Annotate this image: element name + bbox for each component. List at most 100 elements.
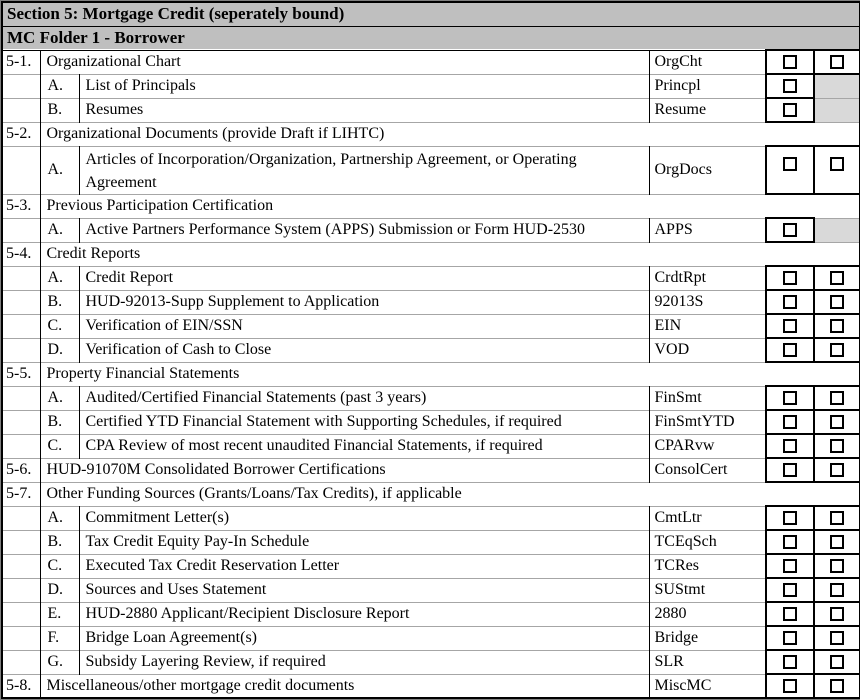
item-number-empty xyxy=(2,649,41,674)
checklist-row: C. Executed Tax Credit Reservation Letter… xyxy=(2,553,860,579)
item-number-empty xyxy=(2,73,41,98)
item-code: SLR xyxy=(649,649,767,674)
checkbox-cell xyxy=(765,529,815,555)
checkbox-cell-disabled xyxy=(814,217,860,242)
checkbox-cell xyxy=(812,457,860,483)
item-code: MiscMC xyxy=(649,673,767,698)
checkbox-cell xyxy=(812,265,860,291)
checkbox-cell xyxy=(812,649,860,675)
checkbox-column-2[interactable] xyxy=(830,511,845,526)
checkbox-column-1[interactable] xyxy=(783,223,797,238)
checklist-row: 5-3. Previous Participation Certification xyxy=(2,193,860,218)
item-letter: A. xyxy=(40,145,80,194)
item-number: 5-1. xyxy=(2,49,41,74)
checkbox-column-1[interactable] xyxy=(783,655,797,670)
checkbox-column-1[interactable] xyxy=(783,415,797,430)
checkbox-column-1[interactable] xyxy=(783,439,797,454)
item-number: 5-5. xyxy=(2,361,41,386)
checkbox-column-2[interactable] xyxy=(830,631,845,646)
item-number: 5-8. xyxy=(2,673,41,698)
item-description: Sources and Uses Statement xyxy=(79,577,650,602)
item-code: 2880 xyxy=(649,601,767,626)
item-code: TCRes xyxy=(649,553,767,578)
item-number: 5-2. xyxy=(2,121,41,146)
checkbox-column-1[interactable] xyxy=(783,295,797,310)
checkbox-column-1[interactable] xyxy=(783,679,797,694)
checkbox-column-2[interactable] xyxy=(830,559,845,574)
checklist-row: B. HUD-92013-Supp Supplement to Applicati… xyxy=(2,289,860,315)
checkbox-column-1[interactable] xyxy=(783,79,797,94)
header-band-row: Section 5: Mortgage Credit (seperately b… xyxy=(2,1,860,27)
checkbox-column-1[interactable] xyxy=(783,157,797,172)
checkbox-column-2[interactable] xyxy=(830,343,845,358)
checkbox-column-1[interactable] xyxy=(783,343,797,358)
checklist-row: B. Tax Credit Equity Pay-In Schedule TCEqS… xyxy=(2,529,860,555)
checkbox-column-2[interactable] xyxy=(830,319,845,334)
header-band-row: MC Folder 1 - Borrower xyxy=(2,25,860,51)
checkbox-column-2[interactable] xyxy=(830,415,845,430)
checkbox-column-2[interactable] xyxy=(830,655,845,670)
item-number-empty xyxy=(2,217,41,242)
checkbox-cell xyxy=(765,145,815,195)
item-code: CrdtRpt xyxy=(649,265,767,290)
checklist-row: A. List of Principals Princpl xyxy=(2,73,860,99)
item-number-empty xyxy=(2,553,41,578)
checklist-row: F. Bridge Loan Agreement(s) Bridge xyxy=(2,625,860,651)
item-description: Tax Credit Equity Pay-In Schedule xyxy=(79,529,650,554)
checklist-row: 5-7. Other Funding Sources (Grants/Loans/… xyxy=(2,481,860,506)
item-letter: B. xyxy=(40,97,80,122)
item-number-empty xyxy=(2,97,41,122)
checkbox-column-2[interactable] xyxy=(830,535,845,550)
item-description: Bridge Loan Agreement(s) xyxy=(79,625,650,650)
checkbox-column-1[interactable] xyxy=(783,391,797,406)
item-description: Organizational Chart xyxy=(40,49,650,74)
item-description: Active Partners Performance System (APPS… xyxy=(79,217,650,242)
item-description: Articles of Incorporation/Organization, … xyxy=(79,145,650,194)
checkbox-column-1[interactable] xyxy=(783,463,797,478)
checkbox-cell xyxy=(765,649,815,675)
checklist-row: 5-4. Credit Reports xyxy=(2,241,860,266)
checkbox-column-1[interactable] xyxy=(783,583,797,598)
checkbox-column-1[interactable] xyxy=(783,319,797,334)
checkbox-column-1[interactable] xyxy=(783,103,797,118)
checkbox-column-2[interactable] xyxy=(830,391,845,406)
item-description: HUD-91070M Consolidated Borrower Certifi… xyxy=(40,457,650,482)
item-code: FinSmt xyxy=(649,385,767,410)
checklist-row: A. Commitment Letter(s) CmtLtr xyxy=(2,505,860,531)
item-code: Resume xyxy=(649,97,767,122)
checkbox-column-2[interactable] xyxy=(830,55,845,70)
checkbox-column-1[interactable] xyxy=(783,631,797,646)
checkbox-cell xyxy=(812,433,860,459)
checkbox-column-2[interactable] xyxy=(830,679,845,694)
checklist-row: A. Audited/Certified Financial Statements… xyxy=(2,385,860,411)
checkbox-column-2[interactable] xyxy=(830,157,845,172)
item-number-empty xyxy=(2,289,41,314)
checkbox-column-2[interactable] xyxy=(830,463,845,478)
checkbox-column-1[interactable] xyxy=(783,511,797,526)
item-description: Credit Report xyxy=(79,265,650,290)
checklist-row: D. Verification of Cash to Close VOD xyxy=(2,337,860,363)
checkbox-column-2[interactable] xyxy=(830,583,845,598)
checkbox-cell xyxy=(765,313,815,339)
item-code: ConsolCert xyxy=(649,457,767,482)
checkbox-column-1[interactable] xyxy=(783,535,797,550)
checkbox-column-1[interactable] xyxy=(783,559,797,574)
item-code: VOD xyxy=(649,337,767,362)
checkbox-column-2[interactable] xyxy=(830,439,845,454)
item-letter: B. xyxy=(40,409,80,434)
checkbox-column-1[interactable] xyxy=(783,55,797,70)
checkbox-column-1[interactable] xyxy=(783,607,797,622)
checkbox-cell xyxy=(812,673,860,699)
item-description: List of Principals xyxy=(79,73,650,98)
item-number: 5-6. xyxy=(2,457,41,482)
checkbox-column-2[interactable] xyxy=(830,271,845,286)
checkbox-column-1[interactable] xyxy=(783,271,797,286)
item-letter: F. xyxy=(40,625,80,650)
item-description: Executed Tax Credit Reservation Letter xyxy=(79,553,650,578)
checkbox-cell xyxy=(812,505,860,531)
checkbox-column-2[interactable] xyxy=(830,607,845,622)
checkbox-column-2[interactable] xyxy=(830,295,845,310)
checklist-row: E. HUD-2880 Applicant/Recipient Disclosur… xyxy=(2,601,860,627)
group-title: Credit Reports xyxy=(40,241,860,266)
